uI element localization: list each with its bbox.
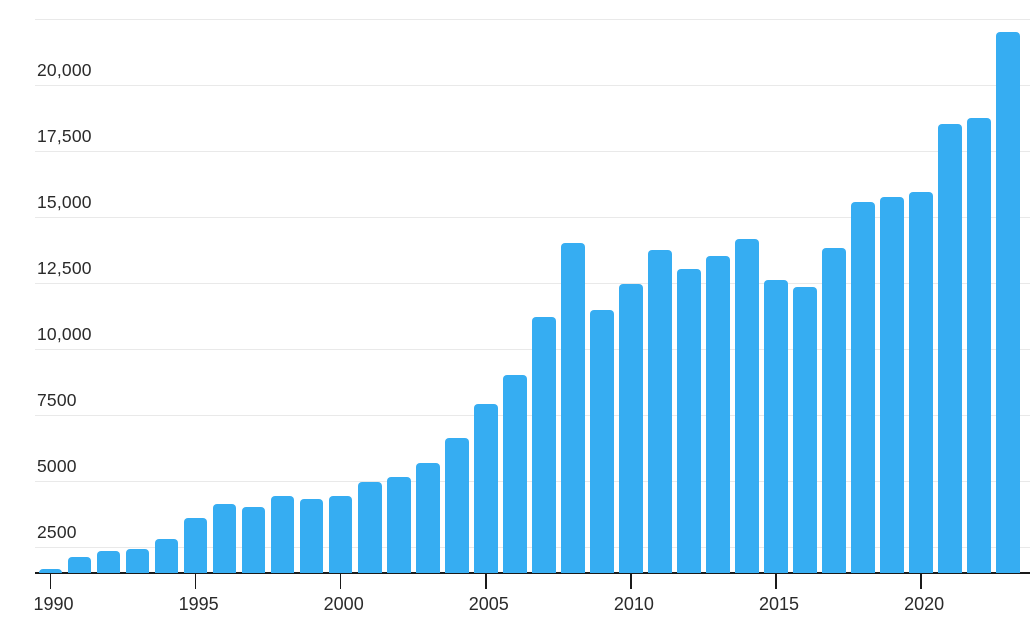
bar[interactable] bbox=[880, 196, 904, 573]
x-axis-tick-label: 2005 bbox=[468, 594, 509, 614]
bar[interactable] bbox=[270, 496, 295, 573]
y-gridline bbox=[35, 282, 1030, 284]
x-axis-tick-label: 2015 bbox=[758, 594, 800, 614]
bar[interactable] bbox=[125, 549, 150, 573]
x-axis-line bbox=[35, 572, 1030, 574]
bar[interactable] bbox=[996, 31, 1020, 573]
y-axis-tick-label: 12,500 bbox=[37, 258, 92, 279]
bar[interactable] bbox=[561, 243, 585, 573]
bar[interactable] bbox=[822, 248, 846, 573]
x-axis-tick-label: 1990 bbox=[33, 594, 74, 614]
x-tick bbox=[49, 574, 52, 589]
bar[interactable] bbox=[358, 481, 382, 573]
y-gridline bbox=[35, 18, 1030, 20]
y-axis-tick-label: 7500 bbox=[37, 390, 77, 411]
bar[interactable] bbox=[299, 499, 324, 573]
bar[interactable] bbox=[474, 404, 498, 573]
bar[interactable] bbox=[677, 269, 701, 573]
bar[interactable] bbox=[648, 249, 672, 573]
bar[interactable] bbox=[938, 124, 962, 573]
bar[interactable] bbox=[67, 557, 92, 573]
bar[interactable] bbox=[241, 507, 266, 573]
y-axis-tick-label: 2500 bbox=[37, 522, 77, 543]
bar[interactable] bbox=[706, 256, 730, 573]
x-tick bbox=[630, 574, 632, 589]
x-axis-tick-label: 2010 bbox=[613, 594, 654, 614]
y-gridline bbox=[35, 216, 1030, 218]
bar[interactable] bbox=[212, 504, 237, 573]
y-axis-tick-label: 10,000 bbox=[37, 324, 92, 345]
y-axis-tick-label: 15,000 bbox=[37, 192, 92, 213]
x-axis-tick-label: 1995 bbox=[178, 594, 219, 614]
bar[interactable] bbox=[764, 280, 788, 573]
bar[interactable] bbox=[967, 117, 991, 573]
y-axis-tick-label: 20,000 bbox=[37, 60, 92, 81]
y-gridline bbox=[35, 150, 1030, 152]
bar[interactable] bbox=[38, 569, 63, 573]
bar[interactable] bbox=[387, 476, 411, 573]
x-tick bbox=[194, 574, 197, 589]
x-tick bbox=[920, 574, 922, 589]
bar[interactable] bbox=[851, 202, 875, 573]
bar[interactable] bbox=[793, 286, 817, 573]
bar[interactable] bbox=[735, 239, 759, 573]
bar[interactable] bbox=[154, 538, 179, 573]
y-gridline bbox=[35, 84, 1030, 86]
x-tick bbox=[775, 574, 777, 589]
bar[interactable] bbox=[503, 375, 527, 573]
y-axis-tick-label: 5000 bbox=[37, 456, 77, 477]
bar[interactable] bbox=[328, 496, 353, 573]
x-tick bbox=[485, 574, 487, 589]
bar[interactable] bbox=[416, 463, 440, 573]
x-axis-tick-label: 2020 bbox=[904, 594, 945, 614]
bar[interactable] bbox=[183, 517, 208, 573]
bar[interactable] bbox=[590, 310, 614, 573]
x-tick bbox=[339, 574, 342, 589]
bar[interactable] bbox=[909, 191, 933, 573]
bar[interactable] bbox=[532, 316, 556, 573]
bar[interactable] bbox=[619, 283, 643, 573]
bar[interactable] bbox=[445, 438, 469, 573]
x-axis-tick-label: 2000 bbox=[323, 594, 364, 614]
y-axis-tick-label: 17,500 bbox=[37, 126, 92, 147]
bar[interactable] bbox=[96, 550, 121, 573]
